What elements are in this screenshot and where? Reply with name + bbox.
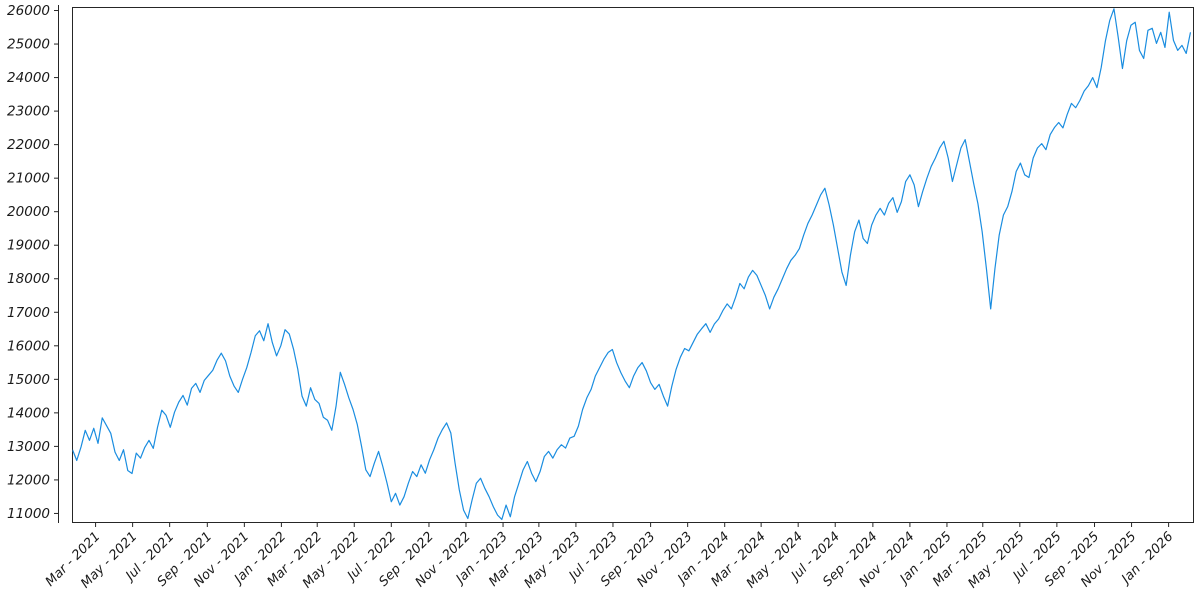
y-tick-label: 19000 — [7, 238, 50, 254]
y-tick-label: 21000 — [7, 171, 50, 187]
y-tick-label: 22000 — [7, 137, 50, 153]
y-tick-label: 25000 — [7, 37, 50, 53]
y-tick-label: 16000 — [7, 338, 50, 354]
x-axis-ticks — [95, 522, 1170, 527]
y-tick-label: 12000 — [7, 472, 50, 488]
y-axis-ticks — [54, 10, 59, 514]
y-tick-label: 14000 — [7, 405, 50, 421]
y-tick-label: 15000 — [7, 372, 50, 388]
y-tick-label: 26000 — [7, 3, 50, 19]
index-value-line — [72, 8, 1192, 521]
y-tick-label: 11000 — [7, 506, 50, 522]
plot-area — [72, 7, 1194, 523]
y-tick-label: 23000 — [7, 104, 50, 120]
y-tick-label: 17000 — [7, 305, 50, 321]
y-tick-label: 24000 — [7, 70, 50, 86]
plot-series-layer — [72, 8, 1192, 521]
y-tick-label: 18000 — [7, 271, 50, 287]
y-tick-label: 20000 — [7, 204, 50, 220]
y-axis-tick-labels: 11000 12000 13000 14000 15000 16000 17000 18000… — [7, 3, 50, 522]
y-tick-label: 13000 — [7, 439, 50, 455]
